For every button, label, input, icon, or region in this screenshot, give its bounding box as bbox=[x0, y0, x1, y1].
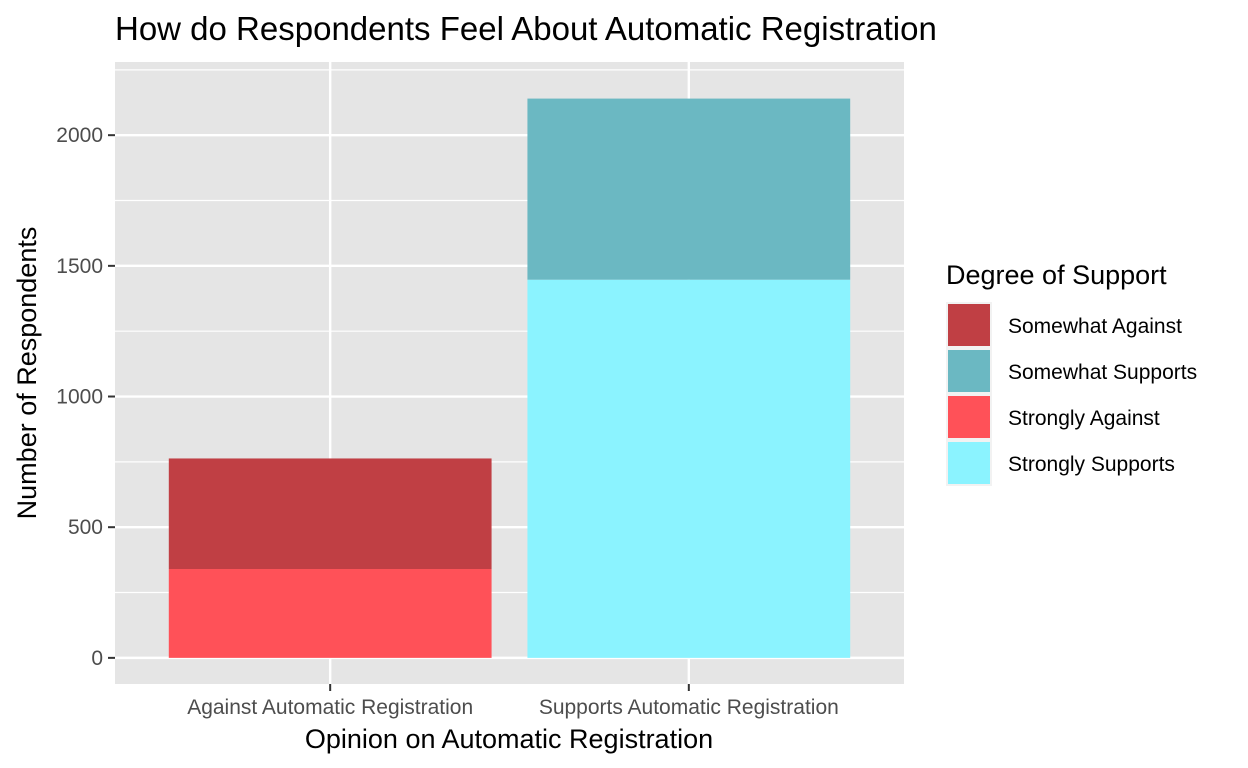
y-axis: 0 500 1000 1500 2000 bbox=[56, 124, 115, 670]
y-tick-label: 1000 bbox=[56, 386, 103, 409]
bar-strongly-supports bbox=[527, 279, 851, 658]
legend-swatch bbox=[948, 396, 990, 438]
legend-label: Somewhat Supports bbox=[1008, 361, 1197, 384]
legend-swatch bbox=[948, 304, 990, 346]
legend-label: Somewhat Against bbox=[1008, 315, 1182, 338]
chart-title: How do Respondents Feel About Automatic … bbox=[115, 10, 937, 47]
y-tick-label: 2000 bbox=[56, 124, 103, 147]
x-tick-label: Supports Automatic Registration bbox=[539, 696, 839, 719]
legend: Degree of Support Somewhat Against Somewh… bbox=[946, 260, 1197, 486]
bar-somewhat-supports bbox=[527, 98, 851, 280]
bar-somewhat-against bbox=[168, 458, 492, 570]
x-axis-title: Opinion on Automatic Registration bbox=[305, 724, 713, 754]
bars bbox=[168, 98, 851, 658]
legend-swatch bbox=[948, 350, 990, 392]
y-tick-label: 500 bbox=[68, 516, 103, 539]
x-tick-label: Against Automatic Registration bbox=[187, 696, 473, 719]
legend-label: Strongly Supports bbox=[1008, 453, 1175, 476]
bar-strongly-against bbox=[168, 569, 492, 658]
y-tick-label: 1500 bbox=[56, 255, 103, 278]
legend-title: Degree of Support bbox=[946, 260, 1167, 290]
legend-swatch bbox=[948, 442, 990, 484]
y-axis-title: Number of Respondents bbox=[12, 227, 42, 520]
x-axis: Against Automatic Registration Supports A… bbox=[187, 684, 839, 719]
legend-label: Strongly Against bbox=[1008, 407, 1160, 430]
y-tick-label: 0 bbox=[91, 647, 103, 670]
